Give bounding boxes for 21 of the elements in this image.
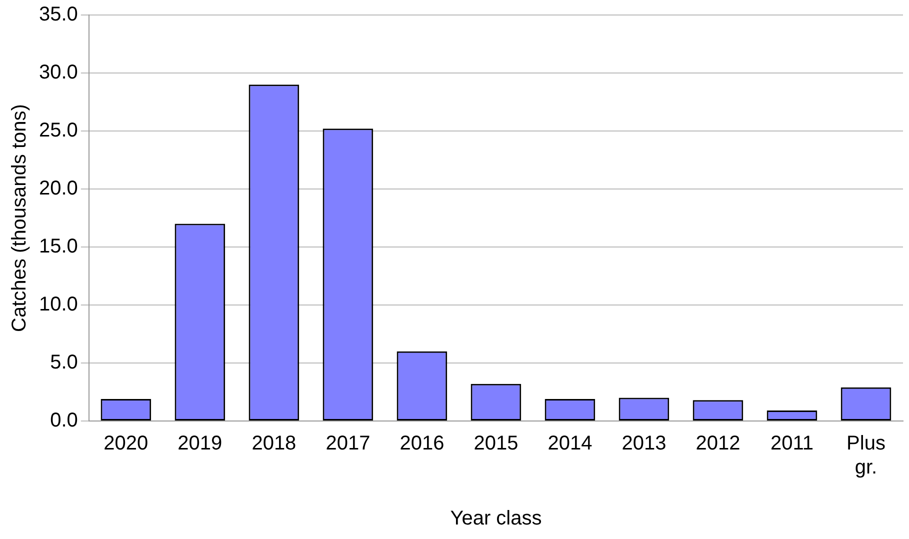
y-axis-title: Catches (thousands tons) xyxy=(8,104,31,332)
x-tick-label: Plus gr. xyxy=(846,432,886,479)
x-tick-label: 2018 xyxy=(252,432,296,455)
y-tick-label: 20.0 xyxy=(38,178,78,200)
x-tick-label: 2013 xyxy=(622,432,666,455)
y-tick-label: 30.0 xyxy=(38,62,78,84)
y-tick-label: 15.0 xyxy=(38,236,78,258)
y-tick-label: 0.0 xyxy=(50,410,78,432)
x-tick-label: 2019 xyxy=(178,432,222,455)
y-tick-label: 25.0 xyxy=(38,120,78,142)
y-tick-label: 5.0 xyxy=(50,352,78,374)
x-tick-label: 2012 xyxy=(696,432,740,455)
y-tick-label: 35.0 xyxy=(38,4,78,26)
x-tick-label: 2017 xyxy=(326,432,370,455)
x-tick-label: 2014 xyxy=(548,432,592,455)
x-tick-label: 2016 xyxy=(400,432,444,455)
x-tick-label: 2015 xyxy=(474,432,518,455)
x-axis-title: Year class xyxy=(450,508,542,530)
y-tick-label: 10.0 xyxy=(38,294,78,316)
x-tick-label: 2020 xyxy=(104,432,148,455)
x-tick-label: 2011 xyxy=(770,432,814,455)
